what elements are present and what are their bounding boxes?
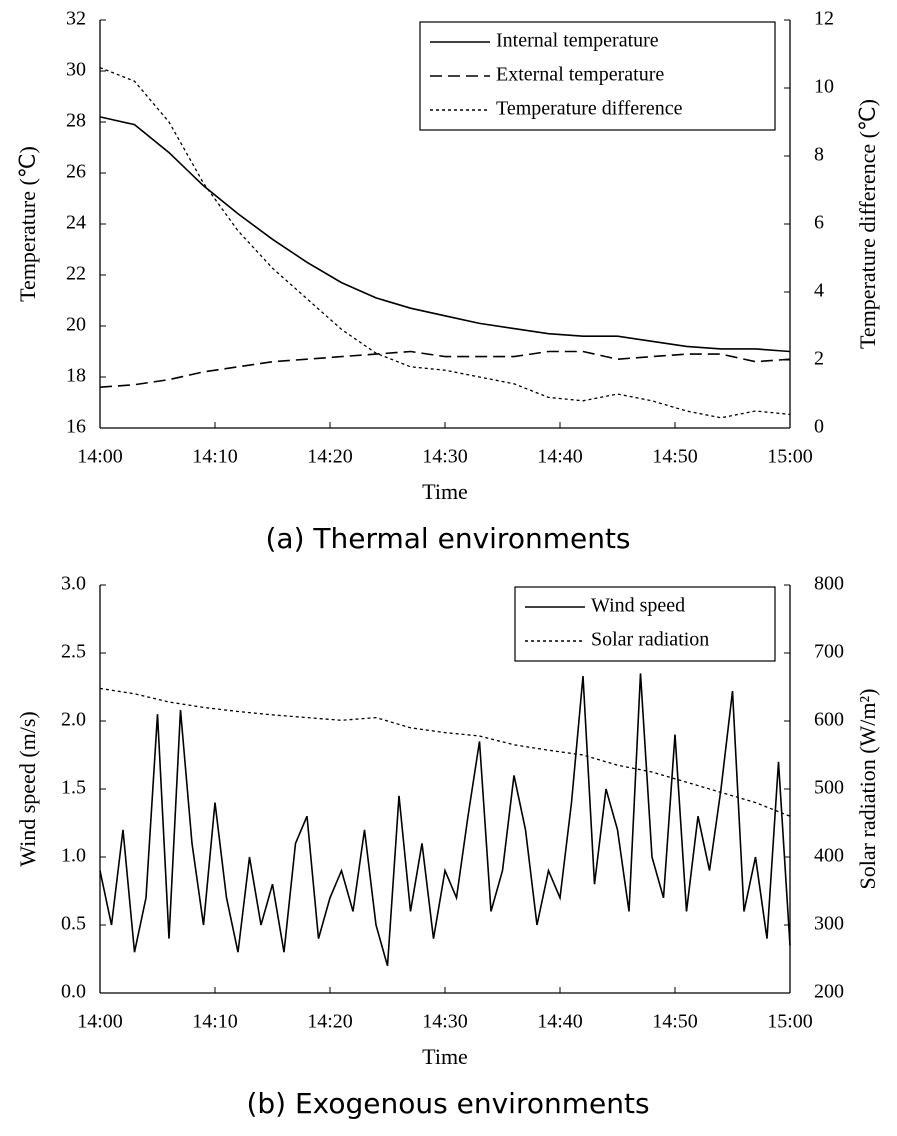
x-axis-title: Time <box>422 479 468 504</box>
x-tick-label: 14:20 <box>307 446 353 468</box>
y-tick-label: 26 <box>66 161 86 183</box>
legend-label: External temperature <box>496 64 664 86</box>
y-tick-label: 18 <box>66 365 86 387</box>
caption: (b) Exogenous environments <box>246 1087 649 1120</box>
legend-box <box>419 21 776 131</box>
y2-tick-label: 12 <box>814 8 834 30</box>
y2-tick-label: 4 <box>814 280 824 302</box>
y2-tick-label: 6 <box>814 212 824 234</box>
y-tick-label: 3.0 <box>61 573 86 595</box>
y-tick-label: 24 <box>66 212 86 234</box>
x-tick-label: 14:40 <box>537 1011 583 1033</box>
y2-tick-label: 800 <box>814 573 844 595</box>
y2-tick-label: 700 <box>814 641 844 663</box>
x-tick-label: 14:50 <box>652 446 698 468</box>
x-tick-label: 14:10 <box>192 446 238 468</box>
x-tick-label: 14:40 <box>537 446 583 468</box>
y-tick-label: 30 <box>66 59 86 81</box>
series-line <box>99 66 791 419</box>
y2-axis-title: Temperature difference (℃) <box>855 99 880 349</box>
legend-label: Wind speed <box>591 595 685 617</box>
y-tick-label: 1.0 <box>61 845 86 867</box>
y-tick-label: 2.0 <box>61 709 86 731</box>
y-tick-label: 0.5 <box>61 913 86 935</box>
x-tick-label: 14:00 <box>77 446 123 468</box>
y-tick-label: 2.5 <box>61 641 86 663</box>
y2-tick-label: 300 <box>814 913 844 935</box>
series-line <box>99 116 791 353</box>
y-axis-title: Wind speed (m/s) <box>15 711 40 867</box>
y-tick-label: 0.0 <box>61 981 86 1003</box>
y-tick-label: 22 <box>66 263 86 285</box>
series-line <box>99 687 791 817</box>
series-line <box>99 350 791 388</box>
y-tick-label: 28 <box>66 110 86 132</box>
y2-tick-label: 400 <box>814 845 844 867</box>
y2-tick-label: 500 <box>814 777 844 799</box>
series-line <box>99 673 791 967</box>
x-tick-label: 15:00 <box>767 446 813 468</box>
legend-label: Solar radiation <box>591 629 709 651</box>
caption: (a) Thermal environments <box>265 522 630 555</box>
y2-tick-label: 0 <box>814 416 824 438</box>
y-tick-label: 16 <box>66 416 86 438</box>
x-tick-label: 14:30 <box>422 1011 468 1033</box>
x-axis-title: Time <box>422 1044 468 1069</box>
y2-tick-label: 200 <box>814 981 844 1003</box>
x-tick-label: 14:20 <box>307 1011 353 1033</box>
legend-label: Internal temperature <box>496 30 659 52</box>
x-tick-label: 14:00 <box>77 1011 123 1033</box>
y2-tick-label: 2 <box>814 348 824 370</box>
y2-tick-label: 8 <box>814 144 824 166</box>
legend-label: Temperature difference <box>496 98 683 120</box>
x-tick-label: 15:00 <box>767 1011 813 1033</box>
y-tick-label: 32 <box>66 8 86 30</box>
x-tick-label: 14:10 <box>192 1011 238 1033</box>
x-tick-label: 14:30 <box>422 446 468 468</box>
legend-box <box>514 586 776 662</box>
y2-axis-title: Solar radiation (W/m²) <box>855 689 880 890</box>
y2-tick-label: 10 <box>814 76 834 98</box>
x-tick-label: 14:50 <box>652 1011 698 1033</box>
y-axis-title: Temperature (℃) <box>15 146 40 302</box>
y-tick-label: 1.5 <box>61 777 86 799</box>
y-tick-label: 20 <box>66 314 86 336</box>
y2-tick-label: 600 <box>814 709 844 731</box>
